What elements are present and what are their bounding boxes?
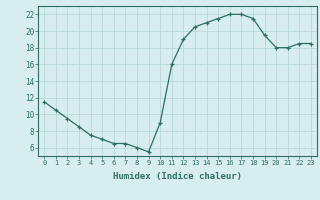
X-axis label: Humidex (Indice chaleur): Humidex (Indice chaleur) [113, 172, 242, 181]
